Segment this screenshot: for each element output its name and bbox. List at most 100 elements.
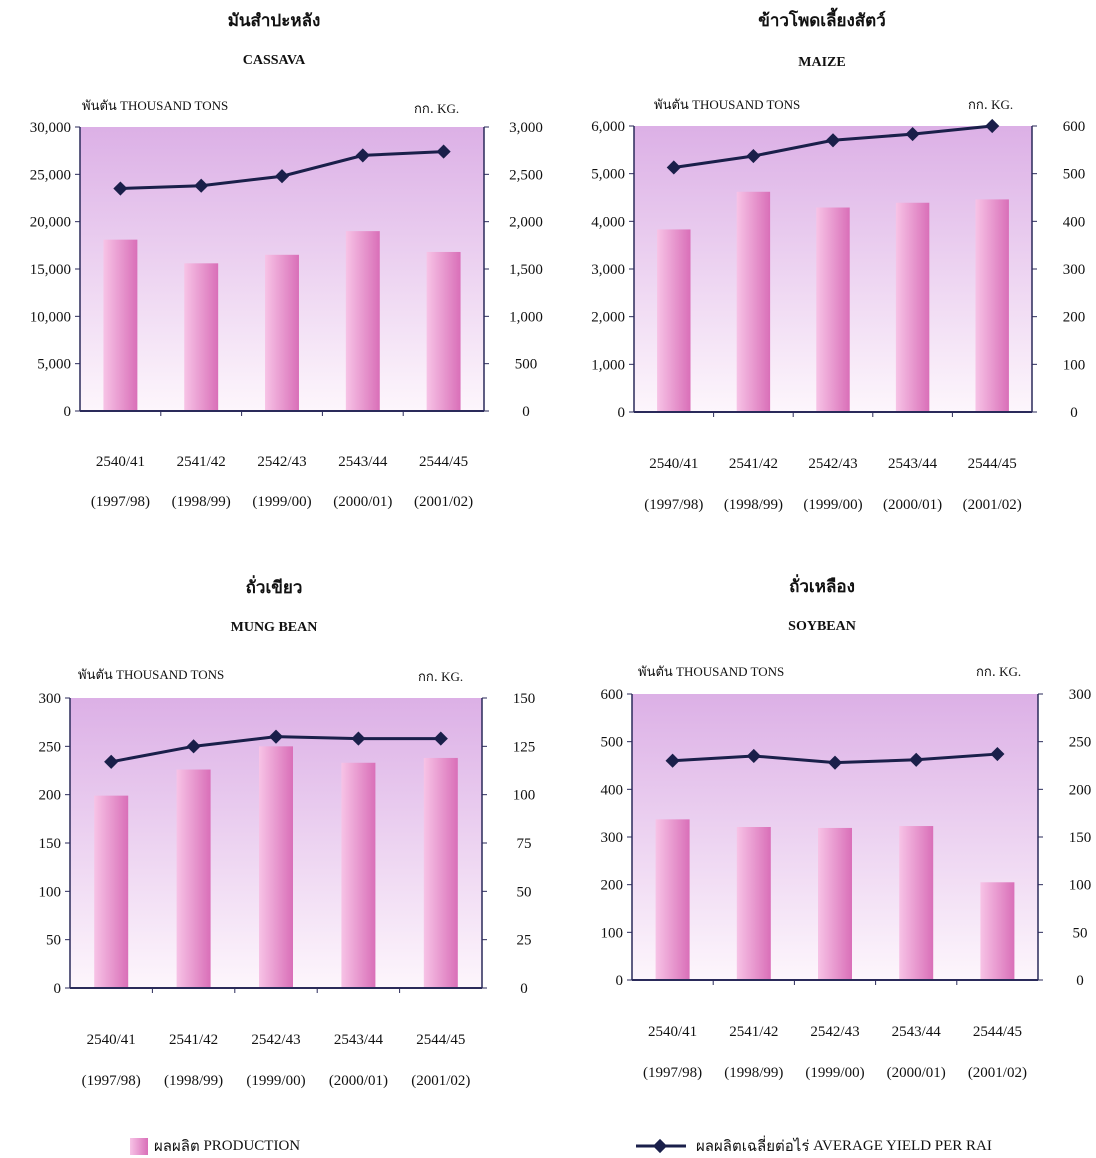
right-tick-label: 200 bbox=[1063, 310, 1086, 326]
right-tick-label: 1,500 bbox=[509, 262, 543, 278]
left-tick-label: 0 bbox=[64, 404, 72, 420]
left-tick-label: 3,000 bbox=[591, 262, 625, 278]
x-tick-label: 2544/45 bbox=[968, 456, 1017, 472]
x-tick-label-sub: (2001/02) bbox=[411, 1073, 470, 1089]
right-tick-label: 0 bbox=[1070, 405, 1078, 421]
bar-production bbox=[184, 263, 219, 411]
left-tick-label: 150 bbox=[39, 836, 62, 852]
left-axis-unit-en: THOUSAND TONS bbox=[676, 664, 785, 679]
right-tick-label: 300 bbox=[1063, 262, 1086, 278]
legend-production-swatch bbox=[130, 1137, 148, 1155]
chart-title-th: ข้าวโพดเลี้ยงสัตว์ bbox=[758, 11, 886, 31]
right-axis-unit-th: กก. bbox=[414, 102, 434, 117]
right-tick-label: 0 bbox=[520, 981, 528, 997]
yield-marker bbox=[825, 133, 841, 148]
chart-title-th: มันสำปะหลัง bbox=[227, 11, 321, 31]
x-tick-label-sub: (2000/01) bbox=[329, 1073, 388, 1089]
left-axis-unit-th: พันตัน bbox=[654, 98, 689, 113]
left-tick-label: 20,000 bbox=[30, 215, 71, 231]
right-axis-unit-th: กก. bbox=[968, 98, 988, 113]
yield-marker bbox=[990, 746, 1005, 762]
left-tick-label: 6,000 bbox=[591, 119, 625, 135]
x-tick-label: 2543/44 bbox=[888, 456, 938, 472]
yield-marker bbox=[194, 178, 209, 193]
x-tick-label: 2543/44 bbox=[892, 1024, 942, 1040]
left-axis-unit-en: THOUSAND TONS bbox=[120, 98, 229, 113]
x-tick-label-sub: (1997/98) bbox=[91, 494, 150, 510]
x-tick-label-sub: (1998/99) bbox=[172, 494, 231, 510]
chart-plot: 0 0 1,000 100 2,000 200 3,000 300 4,000 400 5,000 5… bbox=[591, 118, 1086, 513]
left-tick-label: 5,000 bbox=[37, 357, 71, 373]
left-tick-label: 50 bbox=[46, 933, 61, 949]
x-tick-label: 2542/43 bbox=[808, 456, 857, 472]
bar-production bbox=[895, 202, 930, 412]
bar-production bbox=[980, 882, 1015, 980]
yield-marker bbox=[268, 729, 284, 744]
legend-production-en: PRODUCTION bbox=[203, 1137, 301, 1154]
yield-marker bbox=[909, 752, 924, 767]
x-tick-label: 2544/45 bbox=[973, 1024, 1022, 1040]
bar-production bbox=[423, 757, 458, 988]
x-tick-label: 2541/42 bbox=[169, 1032, 218, 1048]
x-tick-label: 2540/41 bbox=[649, 456, 698, 472]
left-axis-unit-en: THOUSAND TONS bbox=[116, 667, 225, 682]
x-tick-label-sub: (1998/99) bbox=[724, 497, 783, 513]
x-tick-label-sub: (2000/01) bbox=[333, 494, 392, 510]
x-tick-label: 2542/43 bbox=[810, 1024, 859, 1040]
chart-mung-bean: ถั่วเขียว MUNG BEAN พันตัน THOUSAND TONS… bbox=[0, 560, 548, 1120]
left-axis-unit-th: พันตัน bbox=[82, 99, 117, 114]
yield-marker bbox=[436, 144, 451, 159]
chart-cassava: มันสำปะหลัง CASSAVA พันตัน THOUSAND TONS… bbox=[0, 0, 548, 560]
bar-production bbox=[899, 826, 934, 980]
right-tick-label: 3,000 bbox=[509, 120, 543, 136]
right-tick-label: 2,500 bbox=[509, 167, 543, 183]
yield-marker bbox=[355, 148, 370, 163]
bar-production bbox=[816, 207, 850, 412]
right-tick-label: 0 bbox=[1076, 973, 1084, 989]
right-tick-label: 25 bbox=[517, 933, 532, 949]
x-tick-label-sub: (1998/99) bbox=[164, 1073, 223, 1089]
right-axis-unit-en: KG. bbox=[441, 669, 464, 684]
yield-marker bbox=[985, 118, 1000, 134]
x-tick-label: 2542/43 bbox=[257, 454, 306, 470]
left-tick-label: 100 bbox=[601, 925, 624, 941]
right-axis-unit-th: กก. bbox=[976, 665, 996, 680]
left-axis-unit-th: พันตัน bbox=[638, 665, 673, 680]
right-tick-label: 150 bbox=[513, 691, 536, 707]
legend-production: ผลผลิต PRODUCTION bbox=[130, 1134, 300, 1158]
left-axis-unit: พันตัน THOUSAND TONS bbox=[654, 94, 800, 115]
legend-yield: ผลผลิตเฉลี่ยต่อไร่ AVERAGE YIELD PER RAI bbox=[634, 1134, 992, 1158]
right-tick-label: 300 bbox=[1069, 687, 1092, 703]
x-tick-label: 2541/42 bbox=[177, 454, 226, 470]
x-tick-label: 2540/41 bbox=[648, 1024, 697, 1040]
yield-marker bbox=[746, 748, 761, 764]
left-tick-label: 400 bbox=[601, 782, 624, 798]
right-tick-label: 2,000 bbox=[509, 215, 543, 231]
chart-title: SOYBEAN bbox=[788, 619, 856, 634]
yield-marker bbox=[186, 739, 201, 754]
right-tick-label: 50 bbox=[1073, 925, 1088, 941]
yield-marker bbox=[827, 755, 843, 770]
right-axis-unit: กก. KG. bbox=[418, 666, 463, 687]
bar-production bbox=[345, 231, 380, 411]
x-tick-label-sub: (2000/01) bbox=[887, 1065, 946, 1081]
bar-production bbox=[736, 191, 771, 412]
left-tick-label: 4,000 bbox=[591, 214, 625, 230]
yield-marker bbox=[351, 731, 366, 746]
legend-yield-marker bbox=[636, 1138, 686, 1154]
legend-production-th: ผลผลิต bbox=[154, 1137, 200, 1155]
bar-production bbox=[975, 199, 1009, 412]
x-tick-label: 2542/43 bbox=[251, 1032, 300, 1048]
bar-production bbox=[176, 769, 211, 988]
chart-soybean: ถั่วเหลือง SOYBEAN พันตัน THOUSAND TONS … bbox=[548, 560, 1096, 1120]
x-tick-label: 2543/44 bbox=[338, 454, 388, 470]
right-axis-unit-th: กก. bbox=[418, 670, 438, 685]
left-tick-label: 200 bbox=[601, 878, 624, 894]
right-tick-label: 100 bbox=[1069, 878, 1092, 894]
left-tick-label: 30,000 bbox=[30, 120, 71, 136]
right-axis-unit-en: KG. bbox=[437, 101, 460, 116]
right-tick-label: 500 bbox=[515, 357, 538, 373]
right-tick-label: 1,000 bbox=[509, 309, 543, 325]
bar-production bbox=[657, 229, 691, 412]
x-tick-label-sub: (1997/98) bbox=[644, 497, 703, 513]
